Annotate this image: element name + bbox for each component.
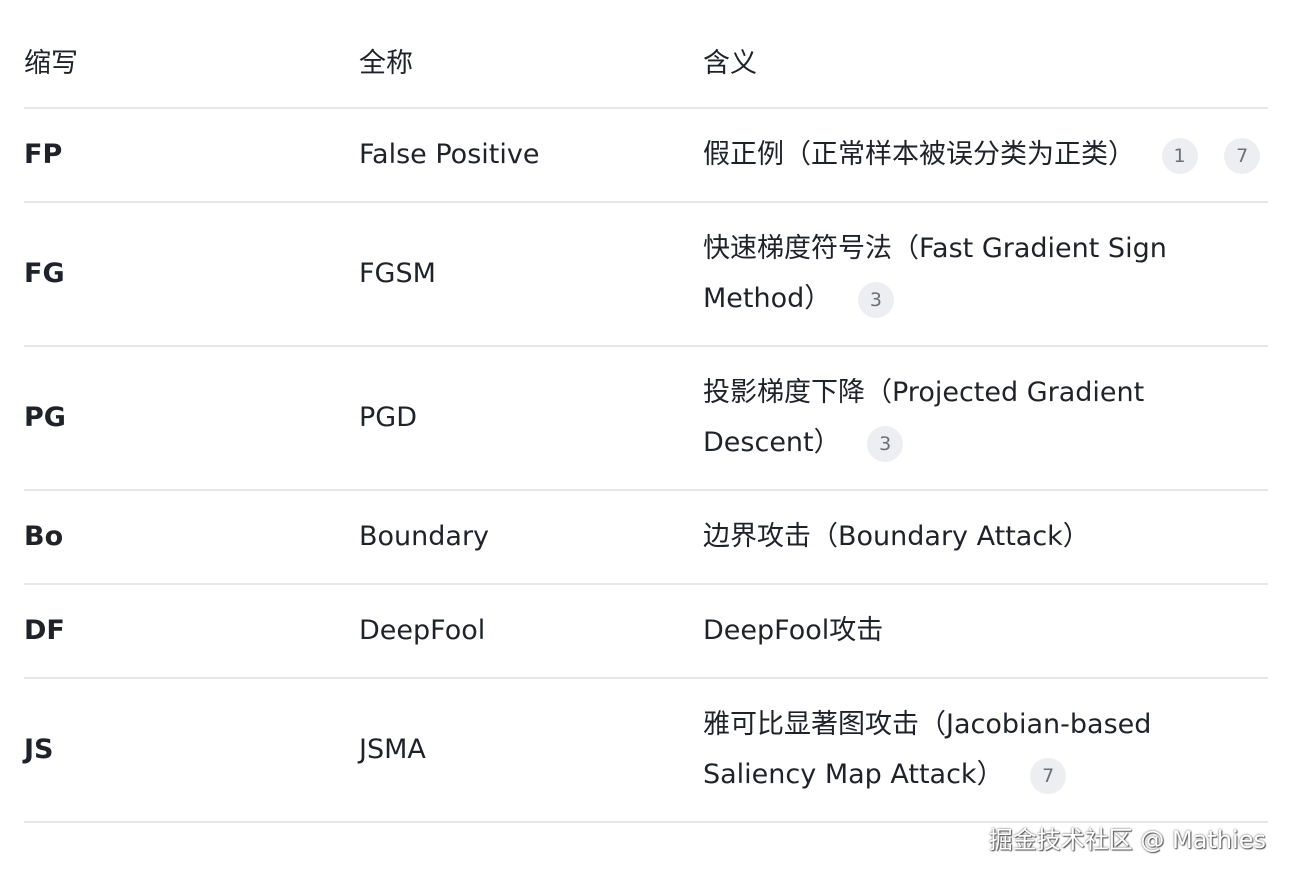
table-row: JS JSMA 雅可比显著图攻击（Jacobian-based Saliency M… — [24, 678, 1268, 823]
table-header-row: 缩写 全称 含义 — [24, 0, 1268, 109]
cell-abbr-text: PG — [24, 402, 66, 433]
cell-abbr-text: FG — [24, 258, 65, 289]
citation-badge[interactable]: 3 — [857, 281, 894, 318]
cell-abbr-text: FP — [24, 139, 63, 170]
cell-meaning: 假正例（正常样本被误分类为正类） 1 7 — [703, 108, 1268, 203]
cell-meaning-text: DeepFool攻击 — [703, 615, 884, 646]
cell-abbr: FP — [24, 108, 359, 203]
cell-full-name: False Positive — [359, 108, 703, 203]
header-meaning: 含义 — [703, 0, 1268, 109]
table-row: DF DeepFool DeepFool攻击 — [24, 584, 1268, 679]
cell-abbr: Bo — [24, 490, 359, 585]
cell-meaning-text: 假正例（正常样本被误分类为正类） — [703, 139, 1135, 170]
cell-full-name: PGD — [359, 346, 703, 491]
citation-badge[interactable]: 1 — [1161, 137, 1198, 174]
cell-abbr-text: Bo — [24, 521, 64, 552]
cell-full-name-text: Boundary — [359, 521, 490, 552]
table-row: Bo Boundary 边界攻击（Boundary Attack） — [24, 490, 1268, 585]
cell-meaning: DeepFool攻击 — [703, 584, 1268, 679]
table-row: FG FGSM 快速梯度符号法（Fast Gradient Sign Method）… — [24, 202, 1268, 347]
cell-meaning: 投影梯度下降（Projected Gradient Descent） 3 — [703, 346, 1268, 491]
cell-full-name-text: FGSM — [359, 258, 436, 289]
cell-meaning: 边界攻击（Boundary Attack） — [703, 490, 1268, 585]
cell-meaning-text: 快速梯度符号法（Fast Gradient Sign Method） — [703, 233, 1167, 314]
cell-meaning: 雅可比显著图攻击（Jacobian-based Saliency Map Att… — [703, 678, 1268, 823]
cell-full-name-text: JSMA — [359, 734, 426, 765]
citation-badge[interactable]: 7 — [1030, 757, 1067, 794]
cell-abbr: FG — [24, 202, 359, 347]
header-abbr: 缩写 — [24, 0, 359, 109]
cell-full-name-text: False Positive — [359, 139, 540, 170]
cell-abbr: JS — [24, 678, 359, 823]
cell-abbr-text: DF — [24, 615, 65, 646]
table-row: FP False Positive 假正例（正常样本被误分类为正类） 1 7 — [24, 108, 1268, 203]
cell-full-name: FGSM — [359, 202, 703, 347]
cell-full-name: JSMA — [359, 678, 703, 823]
cell-full-name: DeepFool — [359, 584, 703, 679]
cell-abbr-text: JS — [24, 734, 54, 765]
citation-badge[interactable]: 7 — [1224, 137, 1261, 174]
cell-full-name-text: DeepFool — [359, 615, 486, 646]
cell-abbr: PG — [24, 346, 359, 491]
watermark: 掘金技术社区 @ Mathies — [988, 826, 1266, 854]
citation-badge[interactable]: 3 — [867, 425, 904, 462]
table-row: PG PGD 投影梯度下降（Projected Gradient Descent） … — [24, 346, 1268, 491]
header-full-name: 全称 — [359, 0, 703, 109]
cell-full-name: Boundary — [359, 490, 703, 585]
cell-meaning: 快速梯度符号法（Fast Gradient Sign Method） 3 — [703, 202, 1268, 347]
abbreviation-table: 缩写 全称 含义 FP False Positive 假正例（正常样本被误分类为正类… — [24, 0, 1268, 823]
cell-full-name-text: PGD — [359, 402, 417, 433]
cell-meaning-text: 边界攻击（Boundary Attack） — [703, 521, 1090, 552]
cell-abbr: DF — [24, 584, 359, 679]
cell-meaning-text: 雅可比显著图攻击（Jacobian-based Saliency Map Att… — [703, 709, 1152, 790]
cell-meaning-text: 投影梯度下降（Projected Gradient Descent） — [703, 377, 1145, 458]
